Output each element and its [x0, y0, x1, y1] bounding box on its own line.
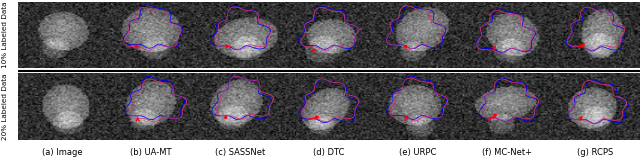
Text: (c) SASSNet: (c) SASSNet: [215, 148, 265, 157]
Text: (b) UA-MT: (b) UA-MT: [131, 148, 172, 157]
Text: (d) DTC: (d) DTC: [313, 148, 345, 157]
Text: (f) MC-Net+: (f) MC-Net+: [482, 148, 532, 157]
Text: (a) Image: (a) Image: [42, 148, 83, 157]
Text: (e) URPC: (e) URPC: [399, 148, 436, 157]
Text: (g) RCPS: (g) RCPS: [577, 148, 614, 157]
Text: 10% Labeled Data: 10% Labeled Data: [2, 2, 8, 68]
Text: 20% Labeled Data: 20% Labeled Data: [2, 73, 8, 140]
